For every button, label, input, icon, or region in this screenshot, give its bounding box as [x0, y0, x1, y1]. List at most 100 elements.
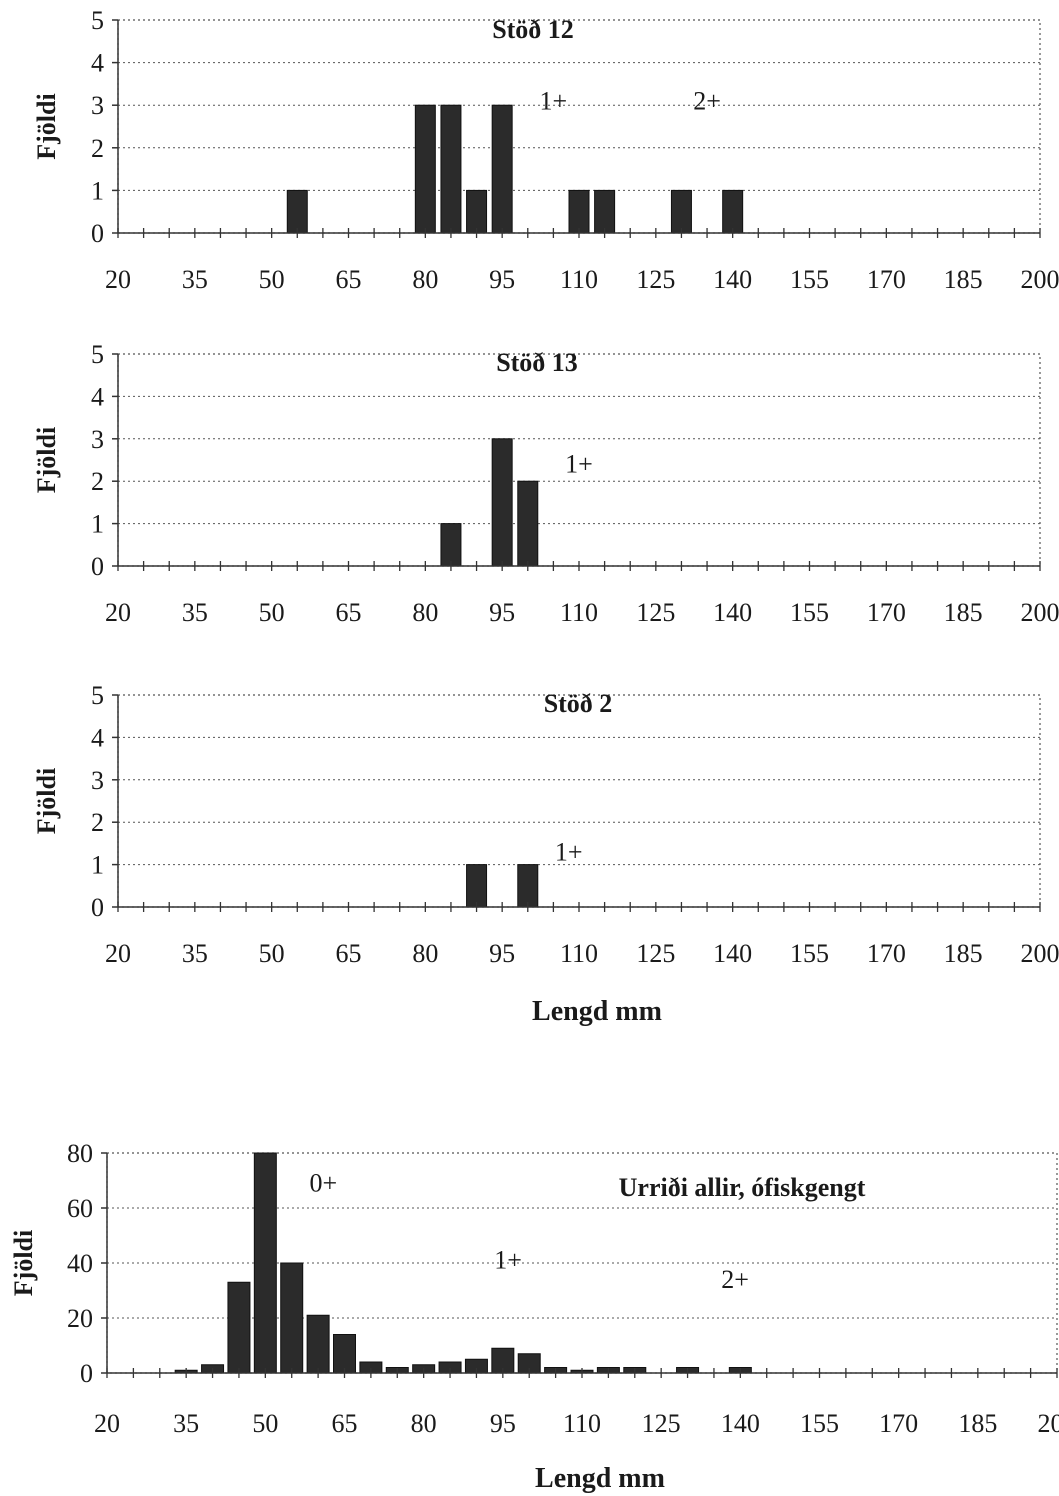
y-tick-label: 3 [91, 425, 104, 454]
x-tick-label: 185 [944, 598, 983, 627]
x-tick-label: 80 [411, 1409, 437, 1438]
bar-100 [517, 864, 539, 908]
bar-60 [306, 1314, 330, 1374]
chart-title: Urriði allir, ófiskgengt [619, 1173, 866, 1202]
bar-50 [253, 1152, 277, 1374]
y-tick-label: 0 [91, 893, 104, 922]
y-tick-label: 0 [91, 219, 104, 248]
y-tick-label: 80 [67, 1139, 93, 1168]
x-tick-label: 155 [790, 939, 829, 968]
bar-80 [414, 104, 436, 234]
x-tick-label: 20 [105, 939, 131, 968]
y-tick-label: 40 [67, 1249, 93, 1278]
y-tick-label: 1 [91, 851, 104, 880]
x-tick-label: 200 [1021, 598, 1059, 627]
age-class-label: 2+ [693, 86, 721, 115]
y-axis-label: Fjöldi [32, 768, 61, 834]
bar-100 [517, 480, 539, 567]
x-tick-label: 200 [1021, 265, 1059, 294]
plot-frame [117, 694, 1041, 908]
x-tick-label: 185 [958, 1409, 997, 1438]
x-tick-label: 20 [94, 1409, 120, 1438]
x-tick-label: 185 [944, 939, 983, 968]
age-class-label: 0+ [310, 1169, 338, 1198]
y-tick-label: 4 [91, 49, 104, 78]
y-axis-label: Fjöldi [32, 427, 61, 493]
y-tick-label: 4 [91, 723, 104, 752]
y-tick-label: 1 [91, 510, 104, 539]
x-tick-label: 35 [182, 939, 208, 968]
y-tick-label: 5 [91, 6, 104, 35]
x-tick-label: 95 [489, 265, 515, 294]
y-axis-label: Fjöldi [9, 1230, 38, 1296]
chart-panel-1: 0 1 2 3 4 5 20 35 50 65 80 95 110 125 140 155 170 185 200 S… [32, 6, 1059, 294]
x-tick-label: 65 [336, 598, 362, 627]
x-tick-label: 125 [636, 265, 675, 294]
y-tick-label: 2 [91, 134, 104, 163]
chart-panel-2: 0 1 2 3 4 5 20 35 50 65 80 95 110 125 140 155 170 185 200 S… [32, 340, 1059, 627]
x-tick-label: 170 [867, 939, 906, 968]
x-tick-label: 65 [336, 939, 362, 968]
x-tick-label: 125 [636, 939, 675, 968]
bar-95 [491, 438, 513, 567]
y-tick-label: 0 [91, 552, 104, 581]
bar-140 [722, 189, 744, 234]
x-tick-label: 80 [412, 598, 438, 627]
x-tick-label: 200 [1038, 1409, 1059, 1438]
y-tick-label: 4 [91, 382, 104, 411]
x-tick-label: 20 [105, 265, 131, 294]
bar-55 [286, 189, 308, 234]
x-tick-label: 35 [173, 1409, 199, 1438]
bar-90 [466, 864, 488, 908]
bar-55 [280, 1262, 304, 1374]
y-tick-label: 60 [67, 1194, 93, 1223]
x-tick-label: 110 [560, 939, 598, 968]
bar-115 [594, 189, 616, 234]
y-tick-label: 3 [91, 91, 104, 120]
y-tick-label: 5 [91, 681, 104, 710]
x-tick-label: 185 [944, 265, 983, 294]
x-tick-label: 125 [636, 598, 675, 627]
x-tick-label: 170 [879, 1409, 918, 1438]
x-tick-label: 50 [252, 1409, 278, 1438]
x-tick-label: 80 [412, 265, 438, 294]
y-axis-label: Fjöldi [32, 93, 61, 159]
y-tick-label: 3 [91, 766, 104, 795]
x-tick-label: 65 [336, 265, 362, 294]
x-tick-label: 50 [259, 598, 285, 627]
age-class-label: 1+ [555, 837, 583, 866]
x-tick-label: 170 [867, 265, 906, 294]
x-tick-label: 95 [489, 939, 515, 968]
y-tick-label: 1 [91, 176, 104, 205]
x-tick-label: 110 [560, 598, 598, 627]
x-tick-label: 110 [560, 265, 598, 294]
x-tick-label: 140 [713, 939, 752, 968]
y-tick-label: 0 [80, 1359, 93, 1388]
bar-45 [227, 1281, 251, 1374]
x-tick-label: 140 [713, 265, 752, 294]
x-tick-label: 200 [1021, 939, 1059, 968]
age-class-label: 1+ [540, 86, 568, 115]
x-tick-label: 50 [259, 939, 285, 968]
chart-title: Stöð 12 [492, 15, 574, 44]
x-tick-label: 50 [259, 265, 285, 294]
bar-130 [670, 189, 692, 234]
x-tick-label: 170 [867, 598, 906, 627]
age-class-label: 1+ [494, 1246, 522, 1275]
age-class-label: 2+ [721, 1265, 749, 1294]
bar-95 [491, 104, 513, 234]
x-tick-label: 35 [182, 265, 208, 294]
x-tick-label: 95 [489, 598, 515, 627]
x-tick-label: 155 [790, 598, 829, 627]
age-class-label: 1+ [565, 450, 593, 479]
x-axis-label: Lengd mm [535, 1463, 665, 1494]
x-tick-label: 65 [332, 1409, 358, 1438]
x-tick-label: 125 [642, 1409, 681, 1438]
x-tick-label: 140 [713, 598, 752, 627]
bar-85 [440, 104, 462, 234]
x-tick-label: 140 [721, 1409, 760, 1438]
bar-65 [333, 1334, 356, 1374]
chart-title: Stöð 13 [496, 348, 578, 377]
